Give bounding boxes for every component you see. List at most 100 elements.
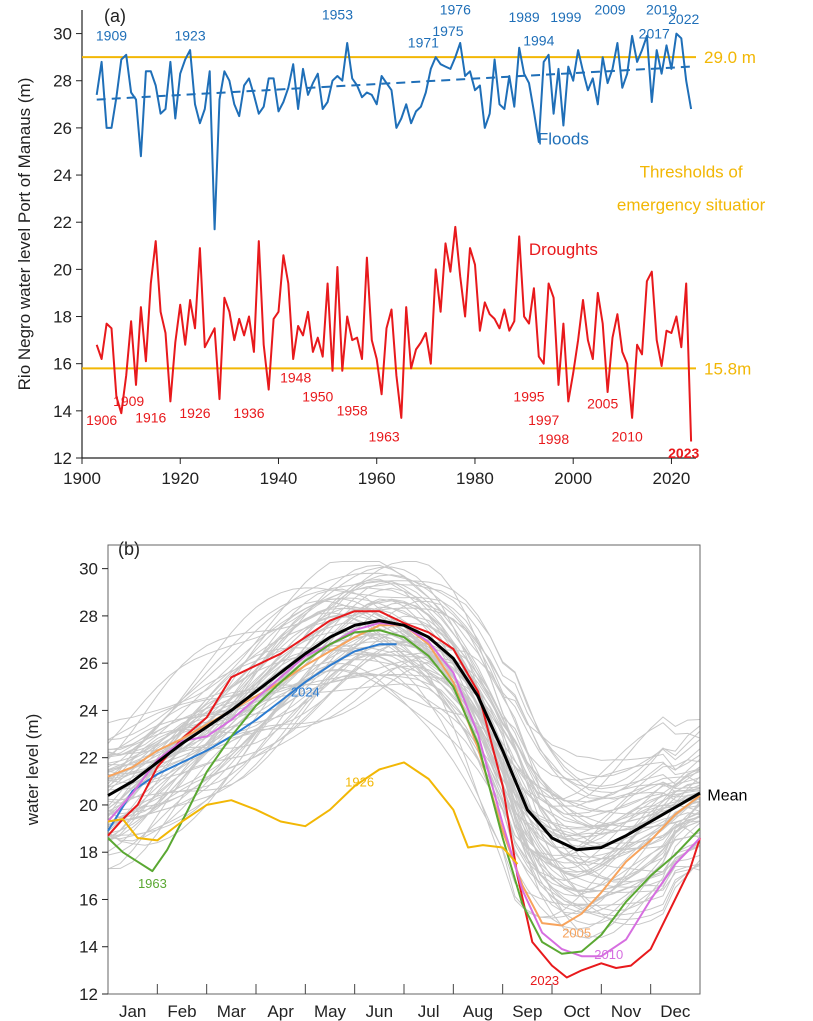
a-drought-year-label: 2005: [587, 395, 618, 411]
b-x-tick-label: Mar: [217, 1002, 247, 1021]
a-drought-year-label: 2023: [668, 445, 699, 461]
b-series-2024: [107, 643, 397, 832]
b-background-year-line: [107, 650, 701, 899]
a-threshold-label: 15.8m: [704, 359, 751, 378]
b-background-year-line: [107, 607, 701, 829]
b-background-year-line: [107, 561, 701, 802]
b-x-tick-label: Jul: [418, 1002, 440, 1021]
a-x-tick-label: 2000: [554, 469, 592, 488]
panel-b-axes: 12 14 16 18 20 22 24 26 28 30 Jan Feb Mar Apr May Jun Ju…: [79, 544, 701, 1021]
b-series-2023: [107, 610, 701, 979]
a-drought-year-label: 1998: [538, 431, 569, 447]
a-drought-year-label: 1950: [302, 388, 333, 404]
b-y-tick-label: 28: [79, 607, 98, 626]
b-background-year-line: [107, 598, 701, 862]
b-x-tick-label: Jun: [366, 1002, 393, 1021]
b-y-tick-label: 30: [79, 560, 98, 579]
b-y-tick-label: 20: [79, 796, 98, 815]
b-x-tick-label: Dec: [660, 1002, 691, 1021]
a-y-tick-label: 22: [53, 213, 72, 232]
b-y-tick-label: 18: [79, 843, 98, 862]
a-series-label: Droughts: [529, 240, 598, 259]
a-flood-year-label: 1953: [322, 6, 353, 22]
a-series-floods: [95, 32, 693, 231]
b-background-year-line: [107, 574, 701, 790]
b-background-year-line: [107, 662, 701, 907]
panel-b-background-years: [107, 561, 701, 939]
panel-b: (b) water level (m) 12 14 16 18 20 22 24 26 28 30…: [23, 539, 747, 1021]
b-background-year-line: [107, 630, 701, 897]
b-background-year-line: [107, 580, 701, 787]
a-drought-year-label: 1948: [280, 370, 311, 386]
b-background-year-line: [107, 630, 701, 858]
b-curve-label: Mean: [707, 787, 747, 804]
a-y-tick-label: 12: [53, 449, 72, 468]
b-background-year-line: [107, 572, 701, 778]
a-x-tick-label: 1980: [456, 469, 494, 488]
b-y-tick-label: 24: [79, 701, 98, 720]
b-curve-label: 2005: [562, 926, 591, 941]
b-background-year-line: [107, 597, 701, 813]
b-background-year-line: [107, 583, 701, 794]
b-background-year-line: [107, 636, 701, 918]
a-drought-year-label: 1916: [135, 410, 166, 426]
a-flood-year-label: 1909: [96, 28, 127, 44]
b-background-year-line: [107, 644, 701, 888]
b-series-1963: [107, 629, 701, 955]
a-x-tick-label: 2020: [653, 469, 691, 488]
a-drought-year-label: 1997: [528, 412, 559, 428]
b-curve-label: 2010: [594, 947, 623, 962]
a-threshold-label: 29.0 m: [704, 48, 756, 67]
b-x-tick-label: Oct: [563, 1002, 590, 1021]
b-background-year-line: [107, 659, 701, 939]
b-background-year-line: [107, 649, 701, 881]
b-y-tick-label: 14: [79, 938, 98, 957]
b-x-tick-label: Feb: [167, 1002, 196, 1021]
b-x-tick-label: Aug: [463, 1002, 493, 1021]
b-background-year-line: [107, 633, 701, 882]
a-flood-year-label: 1923: [174, 28, 205, 44]
a-drought-year-label: 1963: [369, 428, 400, 444]
a-series-label: Thresholds of: [640, 162, 743, 181]
a-y-tick-label: 14: [53, 402, 72, 421]
b-series-1926: [107, 761, 519, 865]
a-drought-year-label: 2010: [612, 428, 643, 444]
a-drought-year-label: 1936: [233, 405, 264, 421]
b-x-tick-label: Sep: [512, 1002, 542, 1021]
panel-b-y-axis-label: water level (m): [23, 714, 42, 826]
a-flood-year-label: 1976: [440, 2, 471, 18]
b-background-year-line: [107, 566, 701, 800]
a-y-tick-label: 20: [53, 260, 72, 279]
a-flood-year-label: 1989: [509, 9, 540, 25]
a-flood-year-label: 2019: [646, 2, 677, 18]
panel-b-series: [107, 610, 701, 979]
a-y-tick-label: 18: [53, 308, 72, 327]
a-y-tick-label: 24: [53, 166, 72, 185]
a-flood-year-label: 2022: [668, 11, 699, 27]
b-curve-label: 1926: [345, 774, 374, 789]
a-series-label: Floods: [538, 129, 589, 148]
a-x-tick-label: 1940: [260, 469, 298, 488]
a-drought-year-label: 1906: [86, 412, 117, 428]
a-x-tick-label: 1920: [161, 469, 199, 488]
panel-a: (a) Rio Negro water level Port of Manaus…: [15, 2, 766, 488]
b-background-year-line: [107, 587, 701, 800]
a-flood-year-label: 1999: [550, 9, 581, 25]
b-curve-label: 1963: [138, 876, 167, 891]
b-x-tick-label: Apr: [267, 1002, 294, 1021]
b-background-year-line: [107, 607, 701, 832]
b-curve-label: 2024: [291, 685, 320, 700]
a-drought-year-label: 1909: [113, 393, 144, 409]
b-background-year-line: [107, 587, 701, 799]
b-background-year-line: [107, 673, 701, 912]
panel-b-label: (b): [118, 539, 140, 559]
a-drought-year-label: 1958: [337, 403, 368, 419]
a-flood-year-label: 1971: [408, 35, 439, 51]
b-background-year-line: [107, 673, 701, 914]
a-y-tick-label: 28: [53, 72, 72, 91]
b-background-year-line: [107, 646, 701, 883]
b-plot-frame: [107, 544, 701, 995]
b-background-year-line: [107, 598, 701, 856]
